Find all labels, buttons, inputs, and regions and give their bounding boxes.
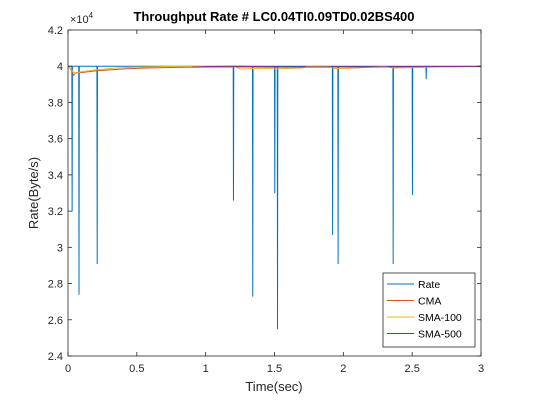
series-line-sma-100: [68, 65, 482, 74]
legend-entry-label: SMA-100: [418, 312, 462, 324]
y-axis-ticks: 2.4 2.6 2.8 3 3.2 3.4 3.6 3.8 4 4.2: [48, 25, 481, 363]
x-tick-label: 0.5: [129, 363, 144, 375]
y-tick-label: 3: [57, 242, 63, 254]
y-tick-label: 4.2: [48, 25, 63, 37]
x-tick-label: 3: [478, 363, 484, 375]
x-tick-label: 0: [65, 363, 71, 375]
legend-entry-label: SMA-500: [418, 329, 462, 341]
x-tick-label: 1: [203, 363, 209, 375]
legend: Rate CMA SMA-100 SMA-500: [382, 272, 476, 348]
series-line-sma-500: [191, 65, 482, 68]
y-tick-label: 2.6: [48, 315, 63, 327]
x-tick-label: 2: [340, 363, 346, 375]
y-axis-label: Rate(Byte/s): [26, 157, 41, 229]
y-exponent-base: ×10: [70, 14, 89, 26]
x-tick-label: 2.5: [405, 363, 420, 375]
y-tick-label: 3.2: [48, 206, 63, 218]
y-tick-label: 2.8: [48, 279, 63, 291]
y-tick-label: 2.4: [48, 351, 63, 363]
y-axis-exponent: ×104: [70, 11, 94, 26]
y-tick-label: 3.6: [48, 134, 63, 146]
y-tick-label: 4: [57, 61, 63, 73]
legend-entry-label: CMA: [418, 296, 441, 308]
x-axis-ticks: 0 0.5 1 1.5 2 2.5 3: [65, 30, 484, 375]
y-tick-label: 3.4: [48, 170, 63, 182]
legend-box: [382, 272, 476, 348]
legend-entry-label: Rate: [418, 279, 440, 291]
y-tick-label: 3.8: [48, 97, 63, 109]
y-exponent-power: 4: [89, 11, 94, 20]
x-axis-label: Time(sec): [245, 379, 302, 394]
chart-title: Throughput Rate # LC0.04TI0.09TD0.02BS40…: [133, 9, 414, 24]
series-layer: [68, 65, 482, 330]
x-tick-label: 1.5: [267, 363, 282, 375]
